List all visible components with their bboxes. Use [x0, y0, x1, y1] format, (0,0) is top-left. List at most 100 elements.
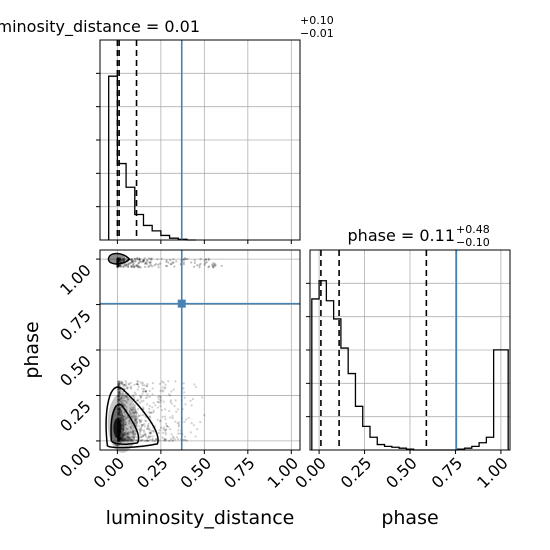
- sample-point: [214, 264, 217, 267]
- density-blob-high: [109, 254, 126, 265]
- sample-point: [142, 259, 145, 262]
- sample-point: [117, 381, 120, 384]
- sample-point: [116, 260, 119, 263]
- sample-point: [131, 406, 134, 409]
- sample-point: [124, 423, 127, 426]
- sample-point: [117, 413, 120, 417]
- sample-point: [205, 261, 208, 264]
- sample-point: [150, 411, 153, 414]
- sample-point: [122, 419, 125, 423]
- sample-point: [131, 263, 135, 267]
- sample-point: [143, 257, 146, 260]
- sample-point: [117, 439, 120, 442]
- sample-point: [130, 415, 133, 418]
- sample-point: [165, 259, 168, 262]
- sample-point: [164, 386, 167, 389]
- sample-point: [118, 257, 121, 260]
- sample-point: [131, 410, 134, 413]
- sample-point: [121, 427, 124, 431]
- sample-point: [127, 262, 130, 266]
- sample-point: [122, 403, 125, 406]
- sample-point: [122, 383, 125, 386]
- sample-point: [132, 260, 135, 264]
- sample-point: [123, 433, 126, 437]
- sample-point: [124, 438, 127, 441]
- sample-point: [145, 439, 148, 442]
- contour-low-inner: [110, 403, 140, 445]
- sample-point: [140, 426, 143, 429]
- sample-point: [122, 428, 125, 431]
- sample-point: [117, 437, 121, 440]
- sample-point: [117, 397, 120, 401]
- sample-point: [120, 416, 123, 419]
- sample-point: [183, 435, 187, 438]
- sample-point: [151, 382, 155, 385]
- sample-point: [138, 258, 141, 261]
- sample-point: [120, 437, 123, 440]
- sample-point: [130, 439, 133, 442]
- sample-point: [118, 391, 121, 394]
- sample-point: [118, 436, 122, 439]
- sample-point: [147, 265, 150, 268]
- sample-point: [116, 258, 119, 261]
- sample-point: [120, 259, 123, 262]
- sample-point: [132, 394, 135, 397]
- sample-point: [120, 411, 123, 414]
- sample-point: [120, 432, 123, 435]
- sample-point: [128, 420, 131, 423]
- sample-point: [194, 385, 197, 389]
- sample-point: [131, 412, 134, 415]
- sample-point: [141, 260, 144, 263]
- sample-point: [174, 380, 177, 383]
- sample-point: [117, 264, 120, 267]
- sample-point: [138, 418, 141, 421]
- sample-point: [154, 437, 158, 441]
- sample-point: [193, 259, 196, 262]
- sample-point: [116, 261, 119, 264]
- sample-point: [158, 439, 161, 442]
- sample-point: [162, 400, 165, 403]
- sample-point: [126, 435, 129, 438]
- sample-point: [171, 261, 174, 264]
- sample-point: [120, 415, 123, 418]
- sample-point: [144, 261, 147, 264]
- sample-point: [120, 258, 123, 261]
- sample-point: [117, 260, 120, 263]
- sample-point: [120, 381, 124, 384]
- sample-point: [211, 264, 214, 267]
- sample-point: [149, 432, 152, 435]
- sample-point: [117, 396, 120, 399]
- sample-point: [126, 387, 129, 390]
- sample-point: [135, 420, 139, 424]
- sample-point: [118, 438, 121, 441]
- sample-point: [156, 418, 159, 421]
- sample-point: [117, 438, 120, 441]
- joint-ytick-label-2: 0.50: [56, 351, 95, 390]
- sample-point: [120, 413, 124, 417]
- sample-point: [118, 407, 121, 411]
- sample-point: [203, 263, 206, 266]
- sample-point: [117, 382, 121, 386]
- sample-point: [124, 385, 128, 388]
- sample-point: [135, 412, 139, 415]
- sample-point: [124, 415, 127, 418]
- sample-point: [118, 264, 122, 267]
- sample-point: [120, 410, 123, 413]
- sample-point: [119, 437, 122, 440]
- sample-point: [126, 396, 129, 399]
- sample-point: [119, 418, 122, 421]
- sample-point: [169, 394, 172, 397]
- sample-point: [126, 416, 130, 419]
- sample-point: [122, 258, 125, 262]
- sample-point: [127, 439, 130, 442]
- sample-point: [121, 418, 124, 421]
- sample-point: [116, 265, 119, 268]
- phase-title: phase = 0.11 +0.48 −0.10: [348, 223, 490, 249]
- sample-point: [119, 436, 123, 439]
- sample-point: [135, 435, 138, 439]
- sample-point: [138, 266, 141, 269]
- sample-point: [177, 421, 180, 424]
- sample-point: [121, 423, 125, 426]
- sample-point: [149, 257, 152, 260]
- sample-point: [173, 438, 177, 441]
